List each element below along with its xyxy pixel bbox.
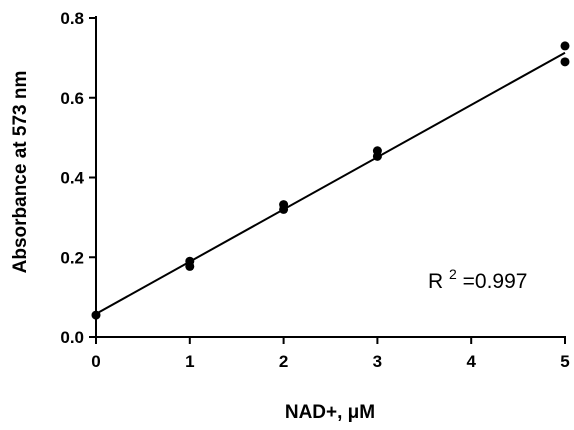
data-point [279, 204, 289, 214]
r-squared-base: R [428, 270, 443, 293]
x-axis-title: NAD+, μM [285, 402, 375, 423]
x-tick-label: 4 [466, 352, 476, 371]
data-point [372, 151, 382, 161]
y-tick-label: 0.2 [60, 248, 84, 267]
y-tick-label: 0.6 [60, 89, 84, 108]
y-tick-label: 0.0 [60, 328, 84, 347]
r-squared-annotation: R 2 =0.997 [428, 261, 527, 293]
data-point [91, 310, 101, 320]
x-tick-label: 0 [91, 352, 100, 371]
x-tick-label: 1 [185, 352, 194, 371]
y-tick-label: 0.4 [60, 169, 84, 188]
x-tick-label: 5 [560, 352, 569, 371]
data-point [185, 261, 195, 271]
r-squared-value: =0.997 [463, 270, 528, 293]
data-point [560, 57, 570, 67]
y-axis-ticks: 0.0 0.2 0.4 0.6 0.8 [60, 9, 96, 347]
regression-line [95, 51, 566, 315]
y-tick-label: 0.8 [60, 9, 84, 28]
x-tick-label: 2 [279, 352, 288, 371]
y-axis-title: Absorbance at 573 nm [10, 71, 31, 274]
r-squared-superscript: 2 [449, 266, 457, 282]
regression-line-group [95, 51, 566, 315]
data-points [91, 41, 570, 320]
x-tick-label: 3 [373, 352, 382, 371]
data-point [560, 41, 570, 51]
x-axis-ticks: 0 1 2 3 4 5 [91, 337, 570, 371]
